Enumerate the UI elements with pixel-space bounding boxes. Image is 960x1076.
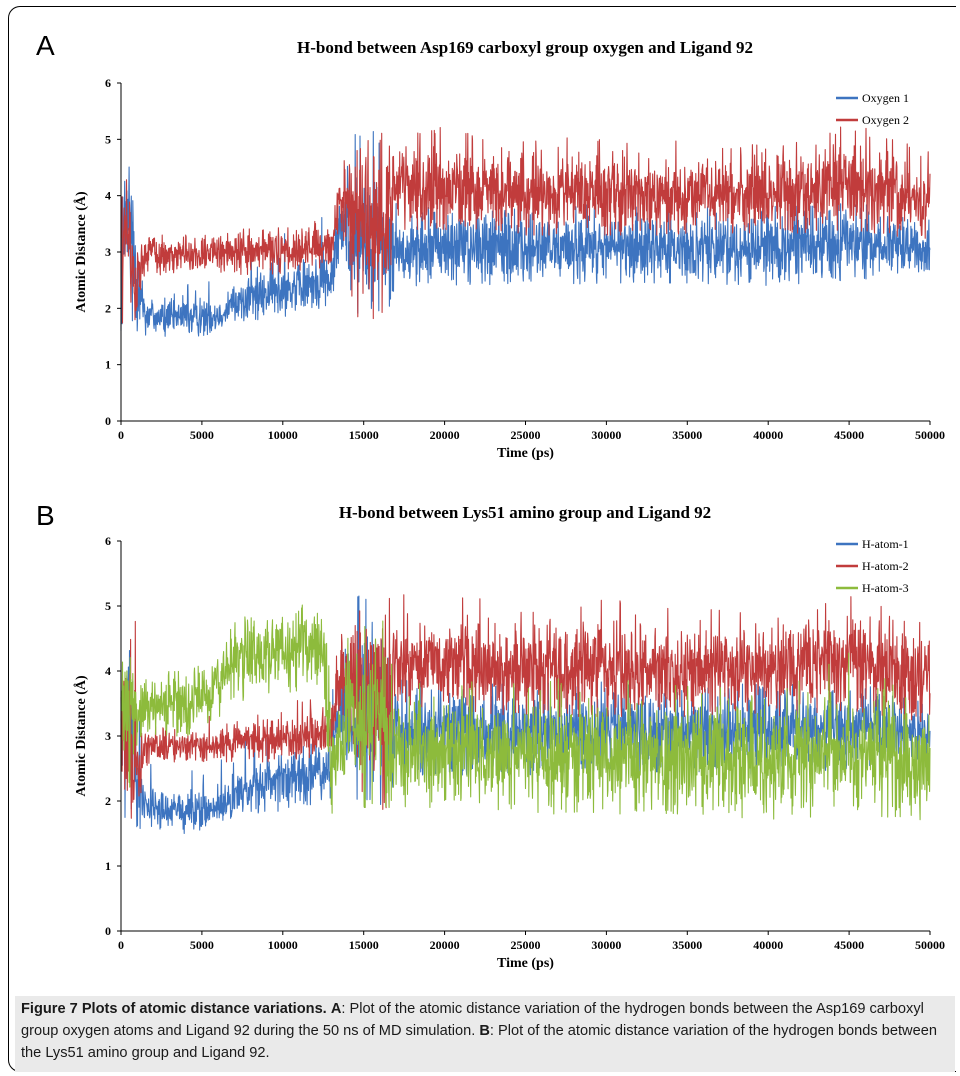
chart-panel-b: H-bond between Lys51 amino group and Lig… [73,503,945,971]
panel-b-x-axis-label: Time (ps) [497,956,554,971]
panel-a-x-tick-label: 50000 [915,428,945,442]
panel-a-y-tick-label: 6 [105,76,111,90]
panel-b-series-line-3 [120,604,931,821]
panel-a-series-line-1 [120,131,931,337]
panel-a-x-tick-label: 20000 [430,428,460,442]
panel-b-y-tick-label: 2 [105,794,111,808]
panel-b-y-tick-label: 3 [105,729,111,743]
panel-a-y-tick-label: 0 [105,414,111,428]
panel-b-y-tick-label: 5 [105,599,111,613]
panel-b-y-tick-label: 6 [105,534,111,548]
panel-letter-a: A [36,30,55,61]
panel-b-legend-label-2: H-atom-2 [862,559,909,573]
panel-b-x-tick-label: 30000 [591,938,621,952]
panel-a-y-tick-label: 1 [105,358,111,372]
panel-b-y-tick-label: 1 [105,859,111,873]
panel-b-x-tick-label: 20000 [430,938,460,952]
panel-b-y-tick-label: 4 [105,664,111,678]
panel-a-x-tick-label: 10000 [268,428,298,442]
panel-a-y-tick-label: 3 [105,245,111,259]
panel-a-x-tick-label: 35000 [672,428,702,442]
panel-a-y-tick-label: 4 [105,189,111,203]
panel-b-legend-label-3: H-atom-3 [862,581,909,595]
panel-b-series-line-1 [120,595,931,835]
panel-b-x-tick-label: 10000 [268,938,298,952]
panel-a-x-tick-label: 30000 [591,428,621,442]
panel-a-x-tick-label: 25000 [511,428,541,442]
panel-b-x-tick-label: 25000 [511,938,541,952]
figure-caption: Figure 7 Plots of atomic distance variat… [15,996,955,1072]
panel-a-y-tick-label: 2 [105,301,111,315]
panel-a-legend-label-2: Oxygen 2 [862,113,909,127]
caption-b-text: : Plot of the atomic distance variation … [21,1023,937,1061]
panel-a-chart-title: H-bond between Asp169 carboxyl group oxy… [297,38,753,57]
panel-letter-b: B [36,500,55,531]
panel-b-x-tick-label: 40000 [753,938,783,952]
panel-b-chart-title: H-bond between Lys51 amino group and Lig… [339,503,711,522]
panel-a-x-tick-label: 40000 [753,428,783,442]
panel-b-x-tick-label: 35000 [672,938,702,952]
panel-a-x-tick-label: 45000 [834,428,864,442]
panel-b-x-tick-label: 50000 [915,938,945,952]
caption-a-letter: A [330,1001,342,1017]
panel-a-x-axis-label: Time (ps) [497,446,554,461]
caption-a-text: : Plot of the atomic distance variation … [21,1001,924,1039]
panel-b-x-tick-label: 15000 [349,938,379,952]
panel-a-x-tick-label: 15000 [349,428,379,442]
panel-a-series-line-2 [120,126,931,324]
panel-a-x-tick-label: 5000 [190,428,214,442]
caption-label: Figure 7 Plots of atomic distance variat… [21,1001,327,1017]
panel-a-y-axis-label: Atomic Distance (Å) [73,191,89,313]
panel-b-y-axis-label: Atomic Distance (Å) [73,675,89,797]
panel-b-y-tick-label: 0 [105,924,111,938]
panel-b-series-line-2 [120,594,931,819]
panel-a-legend-label-1: Oxygen 1 [862,91,909,105]
panel-b-x-tick-label: 45000 [834,938,864,952]
panel-b-x-tick-label: 5000 [190,938,214,952]
panel-a-y-tick-label: 5 [105,132,111,146]
chart-panel-a: H-bond between Asp169 carboxyl group oxy… [73,38,945,461]
panel-a-x-tick-label: 0 [118,428,124,442]
panel-b-x-tick-label: 0 [118,938,124,952]
caption-b-letter: B [479,1023,490,1039]
panel-b-legend-label-1: H-atom-1 [862,537,909,551]
